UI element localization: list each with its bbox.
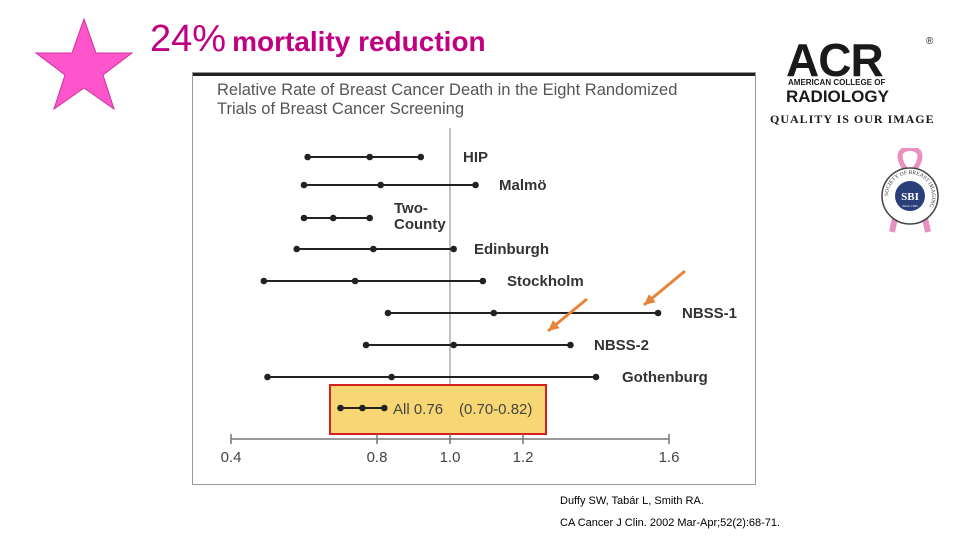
trial-label: Stockholm — [507, 273, 584, 290]
acr-registered: ® — [926, 36, 934, 47]
ci-endpoint — [366, 214, 373, 222]
acr-line2: RADIOLOGY — [786, 87, 890, 106]
trial-label: Malmö — [499, 177, 547, 194]
pooled-label: All 0.76 — [393, 401, 443, 418]
star-icon — [34, 17, 134, 111]
ci-endpoint — [260, 277, 268, 285]
trial-label: HIP — [463, 149, 488, 166]
trial-label: NBSS-2 — [594, 337, 649, 354]
ci-endpoint — [479, 277, 487, 285]
pooled-ci-endpoint — [381, 404, 388, 412]
x-tick-label: 1.6 — [659, 449, 680, 466]
acr-letters: ACR — [786, 34, 883, 86]
annotation-arrow-head — [644, 294, 656, 305]
acr-logo: ACR ® AMERICAN COLLEGE OF RADIOLOGY QUAL… — [770, 34, 935, 126]
x-tick-label: 1.2 — [513, 449, 534, 466]
x-tick-label: 1.0 — [440, 449, 461, 466]
sbi-since: Since 1985 — [902, 204, 918, 208]
pooled-highlight-box — [329, 384, 547, 435]
citation-line1: Duffy SW, Tabár L, Smith RA. — [560, 495, 704, 507]
ci-endpoint — [654, 309, 662, 317]
trial-label: NBSS-1 — [682, 305, 737, 322]
estimate-point — [490, 309, 498, 317]
pooled-estimate-point — [359, 404, 366, 412]
x-tick-label: 0.4 — [221, 449, 242, 466]
figure-top-rule — [193, 73, 755, 76]
annotation-arrow-head — [548, 320, 560, 331]
ci-endpoint — [300, 214, 308, 222]
estimate-point — [329, 214, 337, 222]
ci-endpoint — [384, 309, 392, 317]
estimate-point — [388, 373, 395, 381]
sbi-center: SBI — [901, 191, 919, 203]
x-tick-label: 0.8 — [367, 449, 388, 466]
chart-title-line: Trials of Breast Cancer Screening — [217, 100, 464, 118]
trial-label: Edinburgh — [474, 241, 549, 258]
estimate-point — [450, 341, 457, 349]
forest-plot-figure: Relative Rate of Breast Cancer Death in … — [192, 72, 756, 485]
ci-endpoint — [472, 181, 479, 189]
ci-endpoint — [450, 245, 457, 253]
ci-endpoint — [362, 341, 370, 349]
citation-line2: CA Cancer J Clin. 2002 Mar-Apr;52(2):68-… — [560, 517, 781, 529]
sbi-logo: SBI Since 1985 SOCIETY OF BREAST IMAGING — [881, 148, 939, 233]
estimate-point — [377, 181, 384, 189]
headline: 24% mortality reduction — [150, 18, 486, 61]
ci-endpoint — [300, 181, 308, 189]
trial-label: County — [394, 216, 446, 233]
ci-endpoint — [293, 245, 300, 253]
estimate-point — [366, 153, 373, 161]
trial-label: Two- — [394, 200, 428, 217]
forest-plot: Relative Rate of Breast Cancer Death in … — [193, 73, 755, 466]
acr-line1: AMERICAN COLLEGE OF — [788, 78, 885, 87]
pooled-ci-label: (0.70-0.82) — [459, 401, 532, 418]
citation: Duffy SW, Tabár L, Smith RA. CA Cancer J… — [560, 490, 780, 534]
ci-endpoint — [304, 153, 311, 161]
estimate-point — [370, 245, 377, 253]
ci-endpoint — [264, 373, 271, 381]
pooled-ci-endpoint — [337, 404, 344, 412]
acr-tagline: QUALITY IS OUR IMAGE — [770, 112, 935, 126]
ci-endpoint — [417, 153, 425, 161]
chart-title-line: Relative Rate of Breast Cancer Death in … — [217, 81, 677, 99]
trial-label: Gothenburg — [622, 369, 708, 386]
ci-endpoint — [592, 373, 600, 381]
headline-text: mortality reduction — [232, 26, 486, 57]
ci-endpoint — [567, 341, 574, 349]
estimate-point — [351, 277, 359, 285]
headline-percent: 24% — [150, 18, 227, 60]
